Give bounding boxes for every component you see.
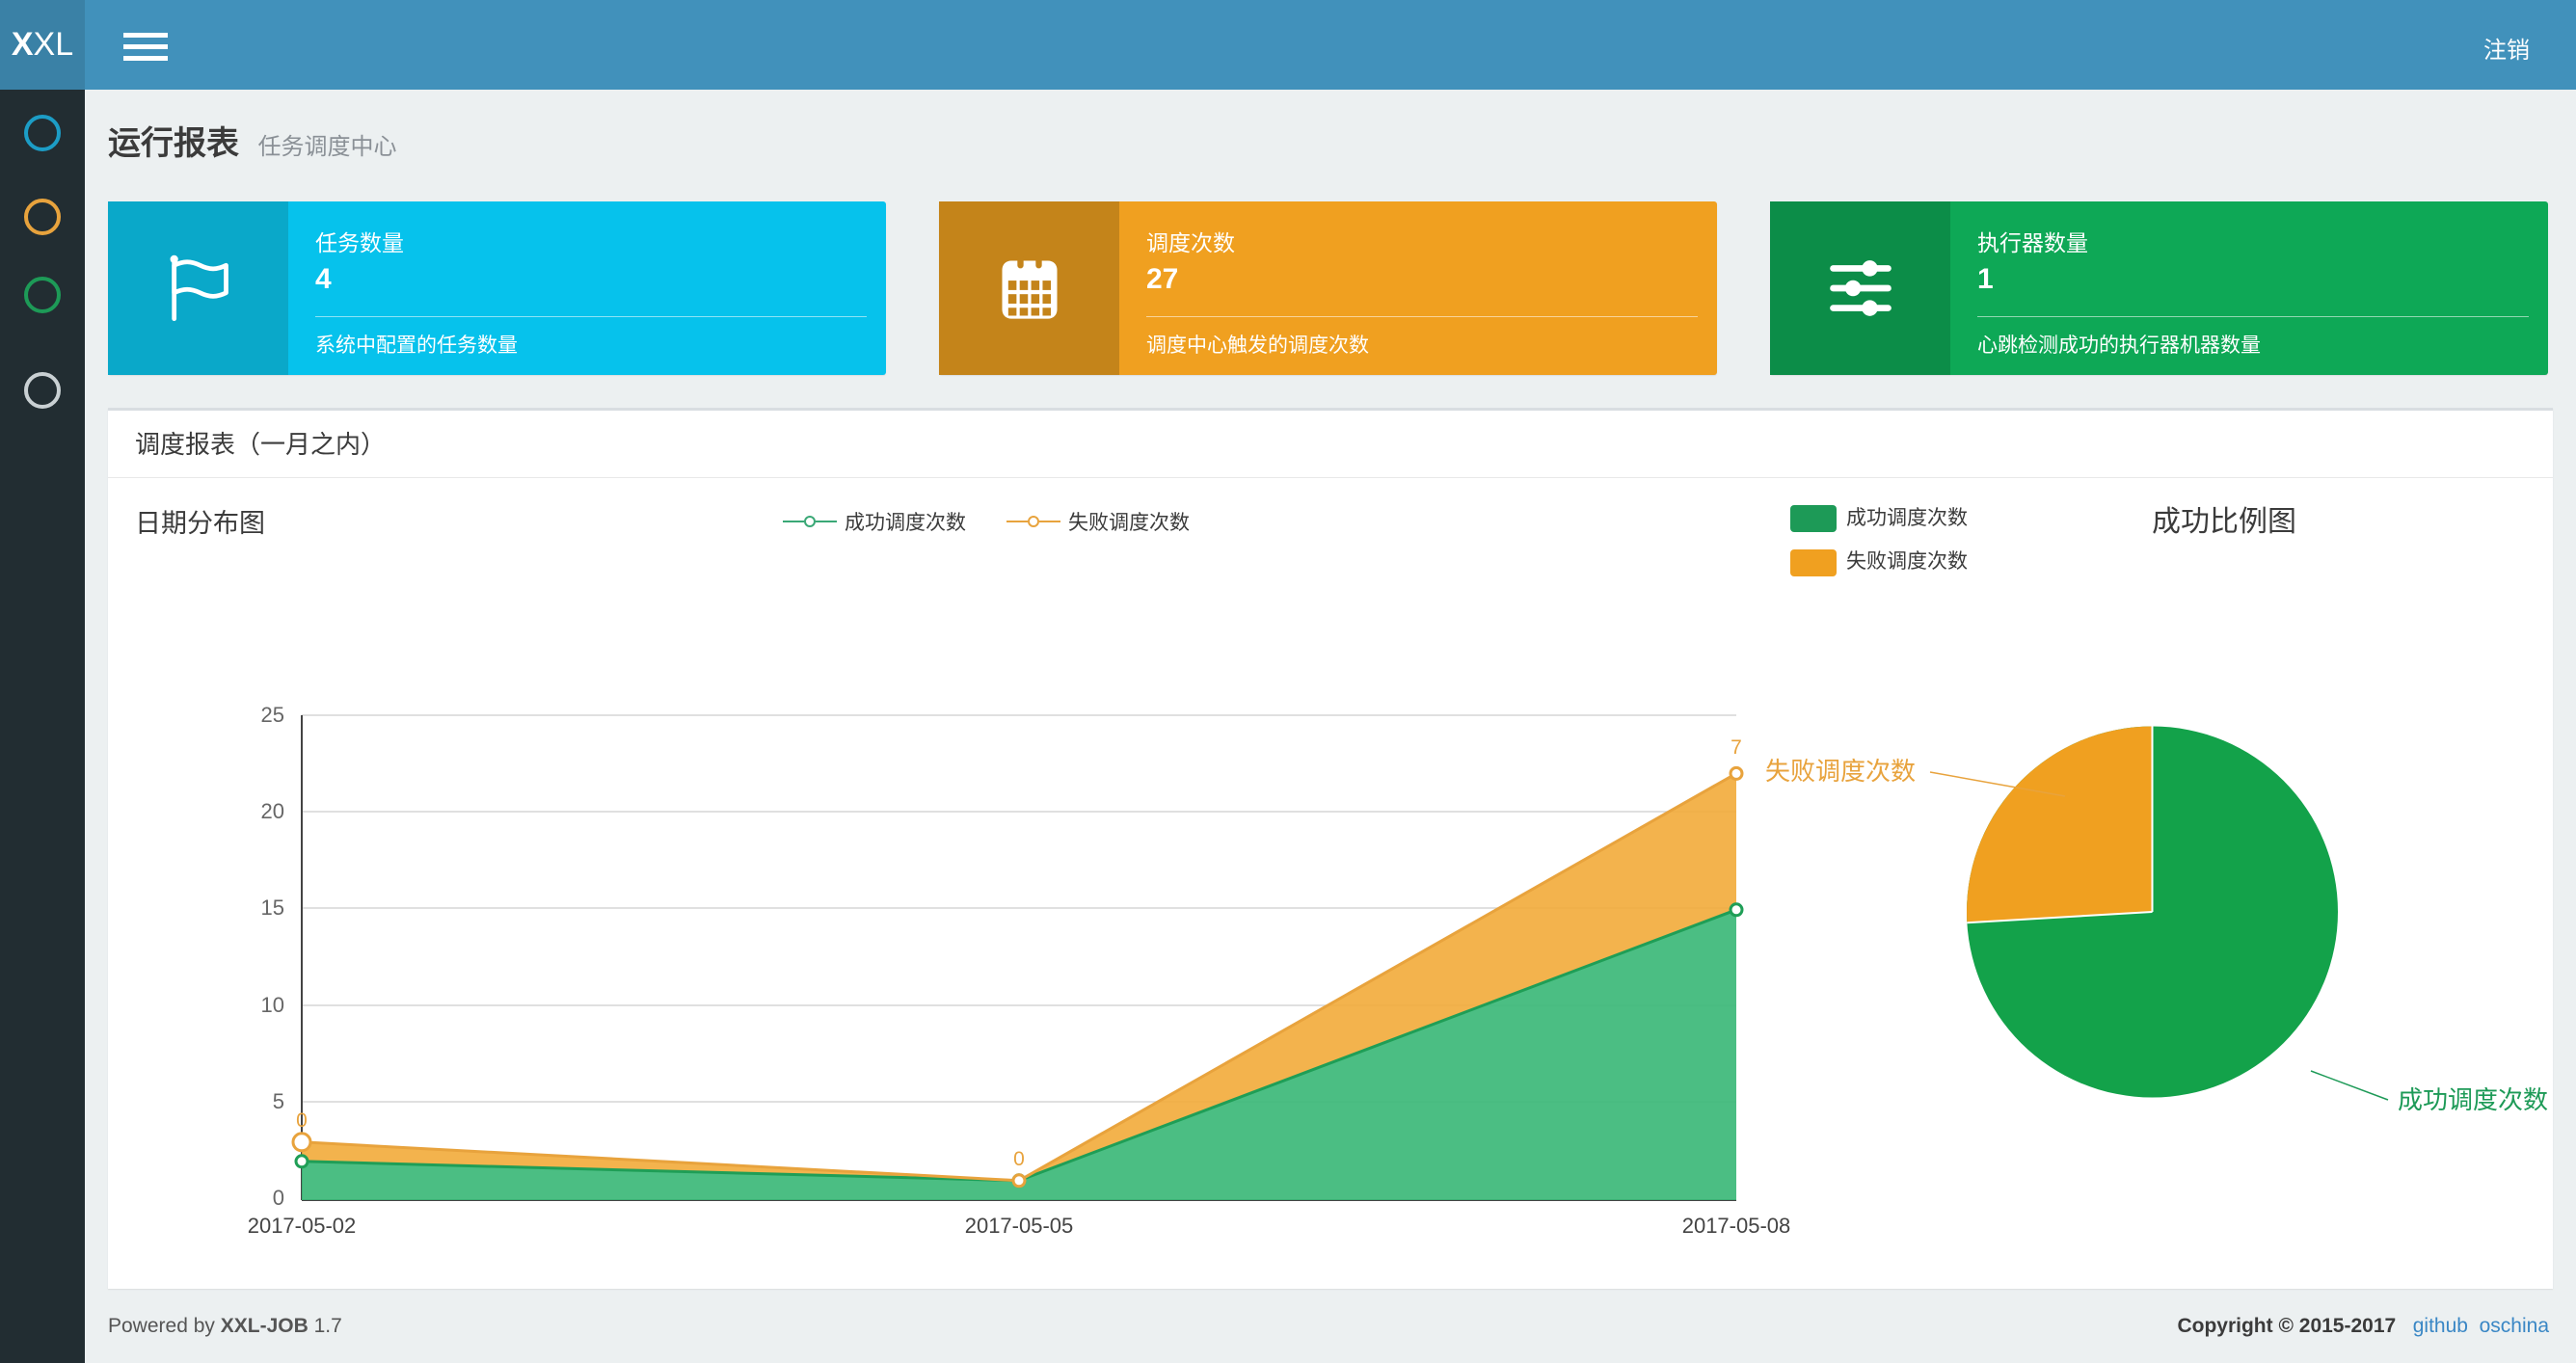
svg-text:失败调度次数: 失败调度次数 [1765,757,1916,786]
svg-text:成功调度次数: 成功调度次数 [2398,1085,2548,1114]
